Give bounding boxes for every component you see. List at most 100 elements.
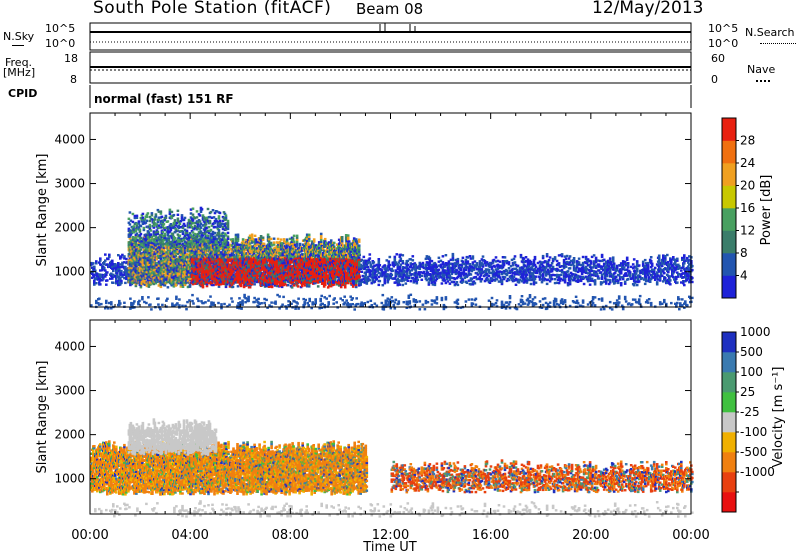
- echo-cell: [366, 279, 370, 283]
- echo-cell: [568, 267, 572, 270]
- echo-cell: [368, 269, 372, 272]
- echo-cell: [669, 275, 672, 278]
- echo-cell: [574, 267, 578, 271]
- echo-cell: [147, 263, 151, 267]
- echo-cell: [120, 269, 123, 273]
- echo-cell: [513, 279, 517, 282]
- echo-cell: [167, 262, 171, 266]
- echo-cell: [219, 265, 222, 268]
- echo-cell: [450, 272, 454, 276]
- echo-cell: [593, 283, 597, 286]
- echo-cell: [447, 272, 451, 275]
- echo-cell: [454, 270, 458, 274]
- echo-cell: [146, 259, 150, 262]
- echo-cell: [393, 277, 397, 280]
- echo-cell: [441, 261, 445, 264]
- echo-cell: [484, 270, 488, 273]
- echo-cell: [564, 257, 568, 260]
- echo-cell: [529, 261, 533, 264]
- echo-cell: [612, 262, 616, 265]
- echo-cell: [383, 282, 387, 285]
- echo-cell: [399, 257, 403, 260]
- echo-cell: [597, 263, 601, 266]
- echo-cell: [178, 275, 182, 278]
- echo-cell: [425, 278, 429, 282]
- echo-cell: [539, 266, 543, 269]
- echo-cell: [454, 264, 458, 268]
- echo-cell: [600, 281, 604, 284]
- echo-cell: [145, 284, 149, 288]
- echo-cell: [461, 280, 465, 283]
- echo-cell: [566, 270, 570, 273]
- echo-cell: [474, 266, 478, 269]
- echo-cell: [635, 268, 639, 271]
- echo-cell: [456, 259, 460, 263]
- echo-cell: [188, 265, 192, 268]
- echo-cell: [108, 263, 111, 266]
- echo-cell: [683, 276, 686, 279]
- echo-cell: [533, 255, 537, 259]
- echo-cell: [91, 272, 94, 275]
- echo-cell: [623, 280, 627, 283]
- echo-cell: [211, 244, 215, 247]
- echo-cell: [532, 275, 536, 278]
- echo-cell: [598, 259, 602, 263]
- echo-cell: [680, 281, 683, 284]
- echo-cell: [405, 273, 409, 277]
- echo-cell: [215, 246, 219, 249]
- echo-cell: [573, 277, 577, 280]
- echo-cell: [646, 261, 650, 265]
- echo-cell: [376, 269, 380, 272]
- echo-cell: [525, 269, 529, 272]
- echo-cell: [375, 277, 379, 281]
- echo-cell: [577, 269, 581, 272]
- echo-cell: [625, 256, 629, 259]
- echo-cell: [590, 273, 594, 276]
- echo-cell: [148, 269, 152, 272]
- echo-cell: [484, 268, 488, 271]
- echo-cell: [623, 262, 627, 266]
- echo-cell: [609, 272, 613, 276]
- echo-cell: [228, 263, 232, 266]
- echo-cell: [370, 282, 374, 285]
- echo-cell: [628, 271, 632, 274]
- echo-cell: [634, 266, 638, 269]
- echo-cell: [532, 281, 536, 284]
- echo-cell: [401, 275, 405, 279]
- echo-cell: [656, 278, 660, 281]
- echo-cell: [144, 260, 148, 264]
- echo-cell: [401, 268, 405, 271]
- echo-cell: [606, 271, 610, 274]
- echo-cell: [649, 265, 653, 269]
- echo-cell: [133, 266, 136, 269]
- echo-cell: [433, 283, 437, 287]
- echo-cell: [98, 273, 101, 276]
- echo-cell: [507, 267, 511, 270]
- echo-cell: [589, 266, 593, 269]
- echo-cell: [359, 283, 362, 286]
- echo-cell: [511, 277, 515, 281]
- echo-cell: [115, 264, 118, 267]
- echo-cell: [427, 265, 431, 268]
- echo-cell: [518, 266, 522, 270]
- echo-cell: [96, 274, 99, 278]
- echo-cell: [674, 260, 677, 263]
- echo-cell: [502, 272, 506, 275]
- echo-cell: [647, 272, 651, 275]
- echo-cell: [500, 272, 504, 276]
- echo-cell: [421, 261, 425, 265]
- echo-cell: [217, 277, 221, 280]
- echo-cell: [471, 283, 475, 286]
- echo-cell: [462, 272, 466, 275]
- echo-cell: [630, 277, 634, 280]
- echo-cell: [493, 265, 497, 268]
- echo-cell: [468, 268, 472, 272]
- echo-cell: [368, 261, 372, 264]
- echo-cell: [117, 263, 120, 267]
- echo-cell: [120, 265, 123, 269]
- echo-cell: [134, 284, 138, 288]
- echo-cell: [488, 281, 492, 284]
- freq-label-1: Freq.: [5, 56, 33, 69]
- echo-cell: [425, 275, 429, 278]
- echo-cell: [648, 280, 652, 283]
